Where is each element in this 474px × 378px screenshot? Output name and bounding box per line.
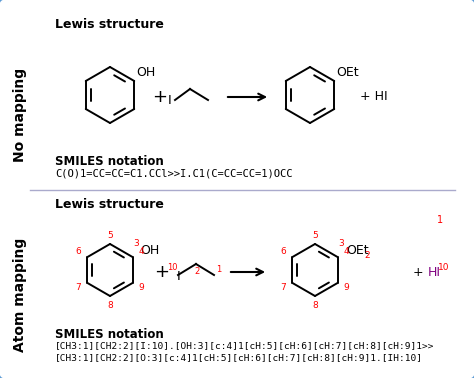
Text: 6: 6 (281, 248, 286, 257)
Text: 1: 1 (437, 215, 443, 225)
Text: Lewis structure: Lewis structure (55, 198, 164, 211)
Text: 9: 9 (138, 284, 145, 293)
Text: 5: 5 (312, 231, 318, 240)
Text: Lewis structure: Lewis structure (55, 18, 164, 31)
Text: 7: 7 (76, 284, 82, 293)
Text: I: I (168, 94, 172, 107)
Text: 1: 1 (216, 265, 222, 274)
Text: HI: HI (428, 265, 441, 279)
Text: [CH3:1][CH2:2][I:10].[OH:3][c:4]1[cH:5][cH:6][cH:7][cH:8][cH:9]1>>: [CH3:1][CH2:2][I:10].[OH:3][c:4]1[cH:5][… (55, 341, 435, 350)
Text: OEt: OEt (346, 245, 369, 257)
Text: 2: 2 (194, 266, 200, 276)
Text: [CH3:1][CH2:2][O:3][c:4]1[cH:5][cH:6][cH:7][cH:8][cH:9]1.[IH:10]: [CH3:1][CH2:2][O:3][c:4]1[cH:5][cH:6][cH… (55, 353, 423, 362)
Text: OH: OH (136, 67, 155, 79)
Text: + HI: + HI (360, 90, 388, 104)
Text: 4: 4 (344, 248, 349, 257)
Text: I: I (177, 270, 181, 282)
Text: Atom mapping: Atom mapping (13, 238, 27, 352)
Text: +: + (413, 265, 423, 279)
Text: 6: 6 (76, 248, 82, 257)
Text: 10: 10 (438, 263, 450, 273)
Text: 3: 3 (338, 239, 345, 248)
Text: 4: 4 (139, 248, 144, 257)
Text: 8: 8 (107, 301, 113, 310)
Text: 5: 5 (107, 231, 113, 240)
Text: OEt: OEt (336, 67, 359, 79)
Text: 3: 3 (134, 239, 139, 248)
Text: SMILES notation: SMILES notation (55, 328, 164, 341)
Text: 9: 9 (344, 284, 349, 293)
Text: 8: 8 (312, 301, 318, 310)
Text: 7: 7 (281, 284, 286, 293)
Text: C(O)1=CC=CC=C1.CCl>>I.C1(C=CC=CC=1)OCC: C(O)1=CC=CC=C1.CCl>>I.C1(C=CC=CC=1)OCC (55, 168, 292, 178)
Text: No mapping: No mapping (13, 68, 27, 162)
Text: +: + (155, 263, 170, 281)
Text: 10: 10 (167, 262, 177, 271)
Text: +: + (153, 88, 167, 106)
Text: SMILES notation: SMILES notation (55, 155, 164, 168)
Text: 2: 2 (365, 251, 370, 260)
Text: OH: OH (140, 245, 160, 257)
